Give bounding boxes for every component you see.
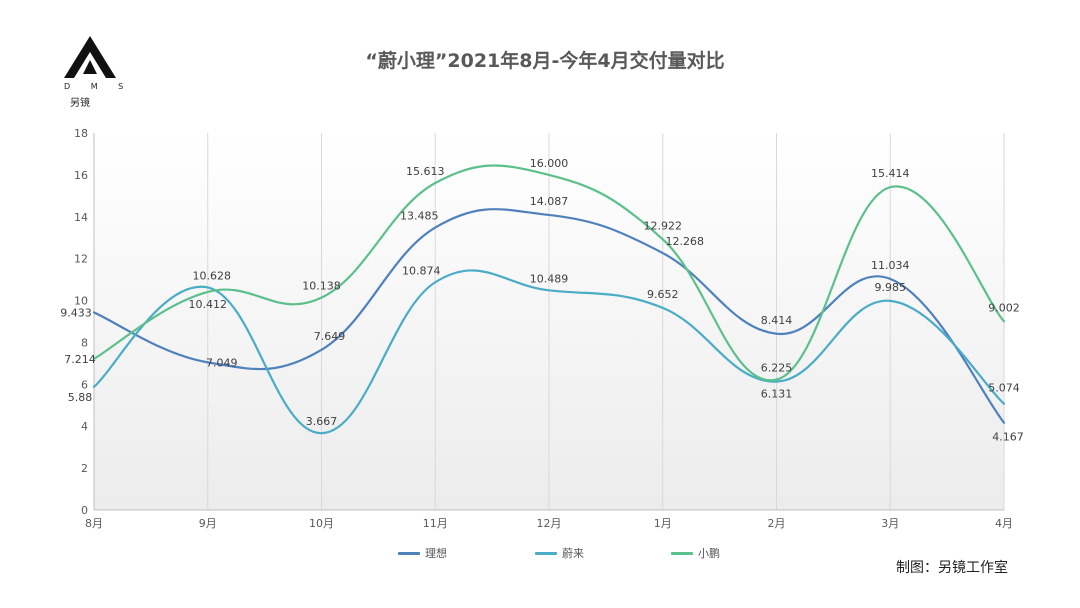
logo-name: 另镜 — [70, 98, 90, 109]
y-tick-label: 0 — [81, 504, 88, 517]
x-tick-label: 9月 — [199, 517, 217, 530]
data-label: 10.874 — [402, 264, 441, 277]
legend-label: 理想 — [425, 547, 447, 560]
data-label: 12.922 — [644, 219, 683, 232]
data-label: 9.985 — [875, 281, 907, 294]
data-label: 10.628 — [193, 269, 232, 282]
data-label: 5.88 — [68, 391, 93, 404]
line-chart: 0 2 4 6 8 10 12 14 16 18 8月 9月 10月 11月 12月 1月 2月 3月 4月 9.4… — [60, 127, 1024, 530]
data-label: 3.667 — [306, 415, 338, 428]
y-tick-label: 2 — [81, 462, 88, 475]
data-label: 11.034 — [871, 259, 910, 272]
series-line-1 — [92, 208, 1006, 424]
logo-mark-icon — [64, 36, 116, 78]
data-label: 10.138 — [302, 280, 341, 293]
series-line-3 — [92, 164, 1006, 382]
data-label: 16.000 — [530, 157, 569, 170]
y-tick-label: 12 — [74, 253, 88, 266]
y-tick-label: 6 — [81, 378, 88, 391]
x-tick-label: 2月 — [768, 517, 786, 530]
legend-swatch — [671, 551, 693, 555]
series-line-2 — [92, 269, 1006, 435]
data-label: 5.074 — [988, 382, 1020, 395]
legend-swatch — [535, 551, 557, 555]
credit-text: 制图：另镜工作室 — [896, 560, 1008, 576]
x-tick-label: 12月 — [537, 517, 562, 530]
data-label: 6.131 — [761, 388, 793, 401]
chart-title: “蔚小理”2021年8月-今年4月交付量对比 — [365, 50, 725, 72]
data-label: 7.214 — [64, 353, 96, 366]
data-label: 9.433 — [60, 306, 92, 319]
data-label: 13.485 — [400, 210, 439, 223]
y-tick-label: 14 — [74, 211, 88, 224]
x-tick-label: 10月 — [309, 517, 334, 530]
x-tick-label: 8月 — [85, 517, 103, 530]
chart-legend: 理想 蔚来 小鹏 — [0, 545, 1080, 565]
x-tick-label: 11月 — [423, 517, 448, 530]
y-tick-label: 8 — [81, 336, 88, 349]
logo-letters: D M S — [64, 82, 133, 91]
legend-label: 小鹏 — [698, 547, 720, 560]
x-tick-label: 4月 — [995, 517, 1013, 530]
data-label: 4.167 — [992, 431, 1024, 444]
data-label: 12.268 — [666, 235, 705, 248]
legend-item: 理想 — [398, 545, 447, 561]
logo: D M S 另镜 — [62, 34, 133, 109]
data-label: 14.087 — [530, 195, 569, 208]
data-label: 7.049 — [206, 356, 238, 369]
data-label: 15.414 — [871, 167, 910, 180]
data-label: 10.489 — [530, 272, 569, 285]
x-tick-label: 1月 — [654, 517, 672, 530]
data-label: 9.002 — [988, 301, 1020, 314]
data-label: 7.649 — [314, 330, 346, 343]
legend-item: 小鹏 — [671, 545, 720, 561]
y-tick-label: 18 — [74, 127, 88, 140]
data-label: 6.225 — [761, 362, 793, 375]
data-label: 10.412 — [189, 298, 228, 311]
legend-swatch — [398, 551, 420, 555]
y-tick-label: 16 — [74, 169, 88, 182]
data-label: 9.652 — [647, 288, 679, 301]
y-tick-label: 10 — [74, 295, 88, 308]
data-label: 15.613 — [406, 165, 445, 178]
x-tick-label: 3月 — [881, 517, 899, 530]
legend-item: 蔚来 — [535, 545, 584, 561]
data-label: 8.414 — [761, 314, 793, 327]
legend-label: 蔚来 — [562, 547, 584, 560]
y-tick-label: 4 — [81, 420, 88, 433]
